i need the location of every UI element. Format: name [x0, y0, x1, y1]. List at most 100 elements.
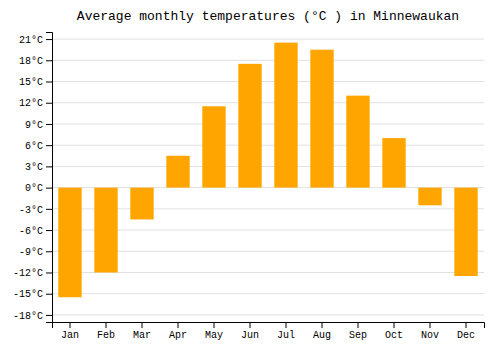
plot: -18°C -15°C -12°C -9°C -6°C -3°C 0°C 3°C 6°C 9°C 1… — [13, 33, 485, 342]
grid-line — [52, 314, 484, 315]
x-tick: Feb — [97, 322, 115, 341]
bar — [238, 64, 261, 188]
y-tick: -3°C — [19, 205, 52, 216]
grid-line — [52, 81, 484, 82]
y-tick: -12°C — [13, 268, 52, 279]
x-tick-label: Oct — [385, 330, 403, 341]
bar — [58, 188, 81, 298]
y-tick-mark — [46, 188, 52, 189]
y-tick-mark — [46, 294, 52, 295]
y-tick-mark — [46, 230, 52, 231]
x-tick: Jun — [241, 322, 259, 341]
y-tick-label: -6°C — [19, 226, 43, 237]
y-tick: 21°C — [19, 35, 52, 46]
bars — [58, 43, 477, 298]
x-tick: Jan — [61, 322, 79, 341]
y-tick-label: -3°C — [19, 205, 43, 216]
x-tick-label: Feb — [97, 330, 115, 341]
x-tick: Nov — [421, 322, 439, 341]
x-tick-mark — [466, 322, 467, 328]
y-tick-label: 15°C — [19, 77, 43, 88]
x-tick: Aug — [313, 322, 331, 341]
x-tick-mark — [214, 322, 215, 328]
y-tick: 0°C — [25, 183, 52, 194]
y-tick-label: 18°C — [19, 56, 43, 67]
x-tick-label: Aug — [313, 330, 331, 341]
y-tick: -15°C — [13, 289, 52, 300]
y-tick-mark — [46, 166, 52, 167]
y-tick-mark — [46, 124, 52, 125]
x-tick: Oct — [385, 322, 403, 341]
y-tick-label: -12°C — [13, 268, 43, 279]
x-tick-mark — [178, 322, 179, 328]
y-tick-label: 21°C — [19, 35, 43, 46]
y-tick-mark — [46, 60, 52, 61]
y-tick-mark — [46, 315, 52, 316]
x-tick-label: Jun — [241, 330, 259, 341]
grid-line — [52, 102, 484, 103]
x-tick-label: Apr — [169, 330, 187, 341]
y-tick-label: -15°C — [13, 289, 43, 300]
bar — [166, 156, 189, 188]
x-tick-mark — [430, 322, 431, 328]
y-tick-mark — [46, 39, 52, 40]
x-axis: Jan Feb Mar Apr May Jun Jul Aug Sep Oct Nov Dec — [53, 322, 485, 341]
grid-line — [52, 123, 484, 124]
grid — [52, 39, 484, 315]
x-tick-label: May — [205, 330, 223, 341]
title: Average monthly temperatures (°C ) in Mi… — [77, 9, 459, 24]
y-axis-line — [46, 33, 53, 323]
grid-line — [52, 166, 484, 167]
y-tick: 9°C — [25, 120, 52, 131]
y-tick: 6°C — [25, 141, 52, 152]
bar — [346, 96, 369, 188]
chart: -18°C -15°C -12°C -9°C -6°C -3°C 0°C 3°C 6°C 9°C 1… — [0, 0, 500, 350]
x-tick-mark — [70, 322, 71, 328]
y-tick: 18°C — [19, 56, 52, 67]
y-tick-label: -18°C — [13, 311, 43, 322]
x-tick: Dec — [457, 322, 475, 341]
y-tick: 3°C — [25, 162, 52, 173]
x-tick-label: Jan — [61, 330, 79, 341]
x-tick-mark — [142, 322, 143, 328]
bar — [274, 43, 297, 188]
y-tick-mark — [46, 209, 52, 210]
grid-line — [52, 60, 484, 61]
x-tick-mark — [250, 322, 251, 328]
y-tick-label: 3°C — [25, 162, 43, 173]
y-tick-mark — [46, 145, 52, 146]
y-tick: 12°C — [19, 98, 52, 109]
x-tick: Jul — [277, 322, 295, 341]
grid-line — [52, 145, 484, 146]
x-tick-mark — [106, 322, 107, 328]
y-tick-label: 12°C — [19, 98, 43, 109]
x-tick-mark — [358, 322, 359, 328]
y-axis: -18°C -15°C -12°C -9°C -6°C -3°C 0°C 3°C 6°C 9°C 1… — [13, 33, 53, 323]
y-tick: -6°C — [19, 226, 52, 237]
y-tick: 15°C — [19, 77, 52, 88]
y-tick-label: 9°C — [25, 120, 43, 131]
bar — [130, 188, 153, 220]
y-tick-label: 6°C — [25, 141, 43, 152]
y-tick: -18°C — [13, 311, 52, 322]
x-tick-mark — [286, 322, 287, 328]
x-tick-label: Dec — [457, 330, 475, 341]
bar — [202, 106, 225, 187]
y-tick-label: -9°C — [19, 247, 43, 258]
x-axis-line — [53, 323, 485, 329]
grid-line — [52, 293, 484, 294]
x-tick-label: Mar — [133, 330, 151, 341]
bar — [94, 188, 117, 273]
x-tick: Sep — [349, 322, 367, 341]
y-tick: -9°C — [19, 247, 52, 258]
bar — [310, 50, 333, 188]
y-tick-label: 0°C — [25, 183, 43, 194]
y-tick-mark — [46, 82, 52, 83]
y-tick-mark — [46, 272, 52, 273]
x-tick: Apr — [169, 322, 187, 341]
x-tick-label: Jul — [277, 330, 295, 341]
y-tick-mark — [46, 103, 52, 104]
x-tick: May — [205, 322, 223, 341]
x-tick-mark — [322, 322, 323, 328]
x-tick-label: Sep — [349, 330, 367, 341]
